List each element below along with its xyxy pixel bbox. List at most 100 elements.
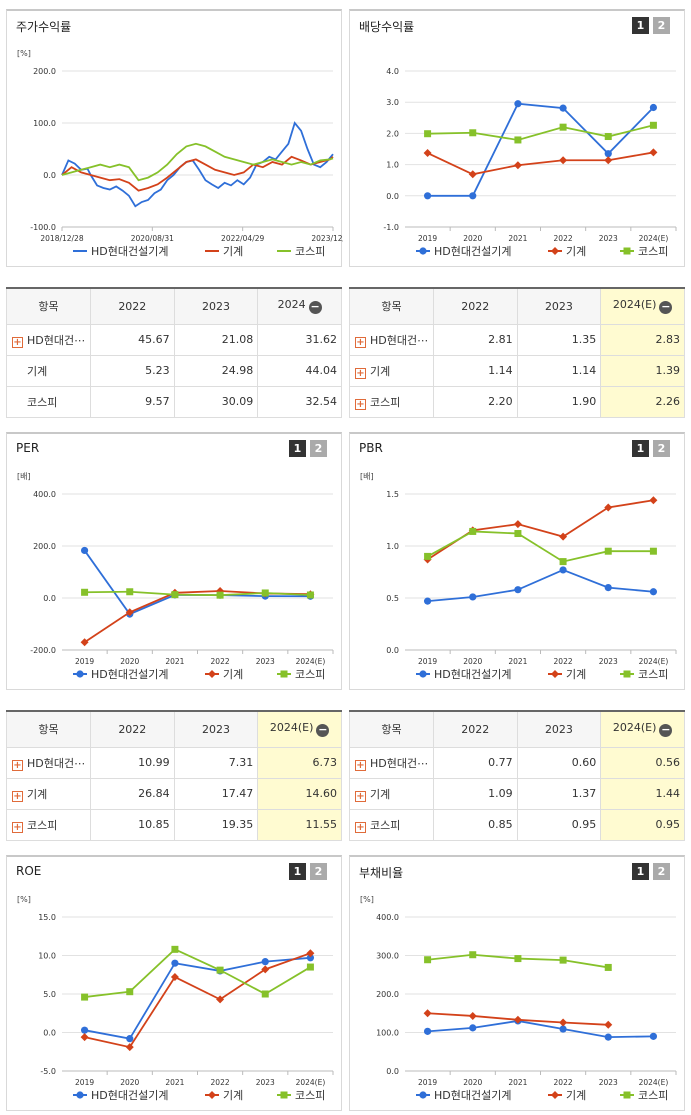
table-row: + HD현대건⋯ 0.77 0.60 0.56 — [349, 746, 685, 779]
debt-chart: [%]400.0 300.0 200.0 100.0 0.0 2019 2020 2021 20… — [360, 895, 677, 1102]
table-header-2024e: 2024(E) − — [600, 711, 685, 748]
expand-plus-icon[interactable]: + — [355, 790, 366, 802]
table-row: + 기계 1.14 1.14 1.39 — [349, 354, 685, 387]
legend-label: HD현대건설기계 — [91, 668, 168, 681]
data-point — [649, 121, 657, 129]
data-point — [423, 1027, 432, 1035]
row-name: 기계 — [27, 364, 48, 378]
data-point — [469, 129, 477, 137]
period-button-2[interactable]: 2 — [653, 863, 670, 880]
period-button-2[interactable]: 2 — [653, 17, 670, 34]
data-point — [216, 995, 225, 1004]
table-header-2024e-label: 2024(E) — [612, 721, 657, 735]
value-cell: 19.35 — [173, 808, 259, 841]
y-tick-label: -5.0 — [40, 1067, 56, 1076]
legend-marker — [280, 1091, 288, 1099]
collapse-icon[interactable]: − — [659, 300, 673, 315]
row-name: HD현대건⋯ — [27, 756, 86, 770]
y-tick-label: 200.0 — [376, 990, 399, 999]
data-point — [469, 192, 477, 200]
unit-label: [%] — [17, 49, 31, 58]
data-point — [80, 638, 89, 647]
value-cell: 2.81 — [432, 323, 518, 356]
expand-plus-icon[interactable]: + — [12, 821, 23, 833]
expand-plus-icon[interactable]: + — [355, 759, 366, 771]
y-tick-label: -1.0 — [383, 223, 399, 232]
table-row: + HD현대건⋯ 45.67 21.08 31.62 — [6, 323, 342, 356]
data-point — [216, 591, 224, 599]
value-cell: 11.55 — [257, 808, 342, 841]
legend-label: HD현대건설기계 — [91, 245, 168, 258]
period-buttons: 1 2 — [632, 17, 670, 34]
table-header-2023: 2023 — [516, 711, 602, 748]
expand-plus-icon[interactable]: + — [12, 336, 23, 348]
data-point — [171, 959, 179, 967]
expand-plus-icon[interactable]: + — [12, 790, 23, 802]
legend-label: 기계 — [223, 668, 243, 681]
period-button-2[interactable]: 2 — [310, 440, 327, 457]
x-tick-label: 2024(E) — [296, 657, 326, 666]
legend-label: HD현대건설기계 — [434, 668, 511, 681]
data-point — [424, 130, 432, 138]
value-cell: 0.60 — [516, 746, 602, 779]
value-cell: 26.84 — [89, 777, 175, 810]
row-name-cell: + HD현대건⋯ — [349, 323, 434, 356]
value-cell: 2.20 — [432, 385, 518, 418]
value-cell: 2.83 — [600, 323, 685, 356]
expand-plus-icon[interactable]: + — [355, 336, 366, 348]
period-button-1[interactable]: 1 — [289, 440, 306, 457]
period-buttons: 1 2 — [632, 440, 670, 457]
panel-title: 주가수익률 — [16, 20, 72, 34]
data-point — [604, 963, 612, 971]
panel-title: PER — [16, 441, 40, 455]
legend-marker — [419, 670, 427, 678]
data-point — [306, 954, 315, 962]
x-tick-label: 2019 — [418, 657, 437, 666]
expand-plus-icon[interactable]: + — [12, 759, 23, 771]
legend-label: HD현대건설기계 — [434, 245, 511, 258]
expand-plus-icon[interactable]: + — [355, 367, 366, 379]
legend-marker — [551, 670, 559, 678]
x-tick-label: 2023 — [256, 657, 275, 666]
x-tick-label: 2021 — [508, 657, 527, 666]
period-buttons: 1 2 — [632, 863, 670, 880]
per-chart: [배]400.0 200.0 0.0 -200.0 2019 2020 2021 2022 20… — [17, 472, 334, 681]
series-line — [427, 124, 654, 141]
collapse-icon[interactable]: − — [316, 723, 330, 738]
y-tick-label: 0.0 — [386, 646, 399, 655]
panel-title: ROE — [16, 864, 42, 878]
data-point — [559, 1025, 567, 1033]
expand-plus-icon[interactable]: + — [355, 821, 366, 833]
period-button-1[interactable]: 1 — [632, 17, 649, 34]
series-line — [427, 102, 655, 197]
value-cell: 21.08 — [173, 323, 259, 356]
y-tick-label: -100.0 — [30, 223, 56, 232]
y-tick-label: 200.0 — [33, 542, 56, 551]
y-tick-label: 1.0 — [386, 161, 399, 170]
value-cell: 17.47 — [173, 777, 259, 810]
period-button-1[interactable]: 1 — [632, 863, 649, 880]
value-cell: 1.37 — [516, 777, 602, 810]
legend-label: HD현대건설기계 — [434, 1089, 511, 1102]
period-button-2[interactable]: 2 — [310, 863, 327, 880]
returns-chart: [%]200.0 100.0 0.0 -100.0 2018/12/28 2020/08/… — [17, 49, 343, 258]
row-name: 코스피 — [370, 818, 401, 832]
period-button-1[interactable]: 1 — [289, 863, 306, 880]
legend-marker — [76, 670, 84, 678]
table-header-2022: 2022 — [432, 711, 518, 748]
legend-label: 코스피 — [295, 1089, 325, 1102]
collapse-icon[interactable]: − — [308, 300, 322, 315]
value-cell: 2.26 — [600, 385, 685, 418]
y-tick-label: 15.0 — [38, 913, 56, 922]
expand-plus-icon[interactable]: + — [355, 398, 366, 410]
collapse-icon[interactable]: − — [659, 723, 673, 738]
period-button-1[interactable]: 1 — [632, 440, 649, 457]
value-cell: 1.09 — [432, 777, 518, 810]
y-tick-label: 100.0 — [33, 119, 56, 128]
data-point — [125, 1043, 134, 1052]
x-tick-label: 2020 — [120, 657, 139, 666]
period-button-2[interactable]: 2 — [653, 440, 670, 457]
data-point — [469, 1024, 477, 1032]
data-point — [604, 584, 612, 592]
x-tick-label: 2019 — [75, 657, 94, 666]
